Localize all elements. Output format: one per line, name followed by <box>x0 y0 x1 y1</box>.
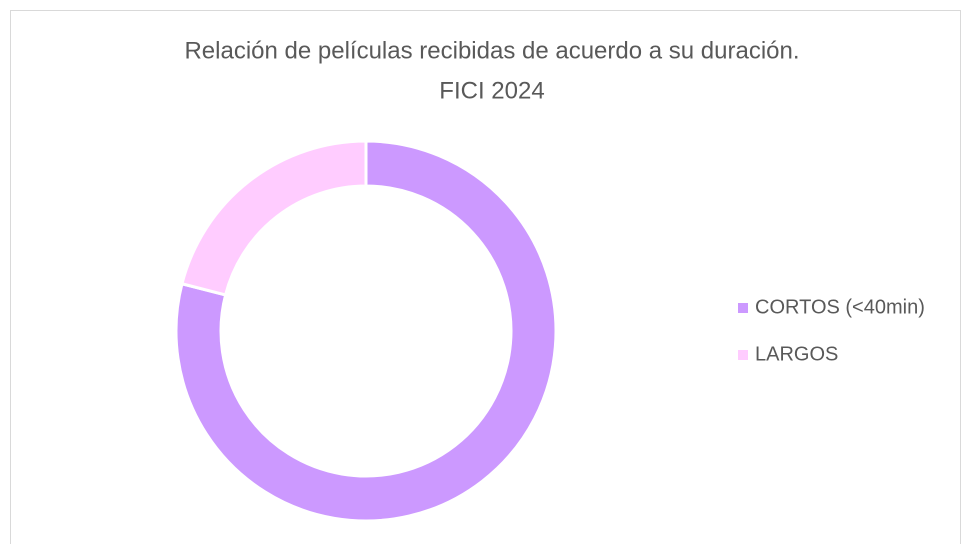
legend-label: LARGOS <box>755 343 838 365</box>
donut-slice <box>174 139 558 523</box>
chart-title: Relación de películas recibidas de acuer… <box>184 37 799 64</box>
legend-swatch <box>738 350 748 360</box>
donut-slice <box>180 139 368 297</box>
chart-title: FICI 2024 <box>439 77 544 104</box>
legend-label: CORTOS (<40min) <box>755 296 925 318</box>
legend-swatch <box>738 303 748 313</box>
